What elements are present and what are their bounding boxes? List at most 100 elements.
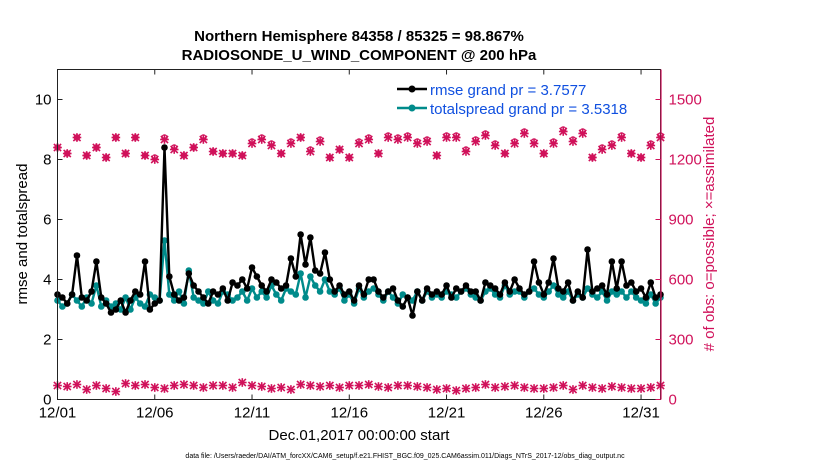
rmse-point [540,291,548,298]
rmse-point [321,249,329,256]
obs-assimilated-marker [374,382,383,391]
obs-assimilated-marker [101,153,111,162]
rmse-point [525,288,533,295]
obs-assimilated-marker [520,383,529,392]
rmse-point [97,294,105,301]
totalspread-point [209,297,217,304]
rmse-point [491,285,499,292]
totalspread-point [302,294,309,301]
x-tick-label: 12/06 [136,405,174,422]
obs-assimilated-marker [179,151,189,160]
rmse-point [623,282,630,289]
obs-assimilated-marker [539,384,549,393]
obs-assimilated-marker [354,381,364,390]
rmse-point [102,300,110,307]
rmse-point [156,297,163,304]
rmse-point [496,291,504,298]
totalspread-point [559,294,567,301]
obs-assimilated-marker [286,139,296,148]
obs-assimilated-marker [520,129,529,138]
rmse-point [467,288,475,295]
obs-assimilated-marker [101,384,111,393]
obs-assimilated-marker [500,382,510,391]
rmse-point [63,300,71,307]
y-tick-label: 10 [35,92,52,109]
totalspread-point [248,285,256,292]
obs-assimilated-marker [344,381,354,390]
rmse-point [569,297,577,304]
obs-assimilated-marker [393,135,403,144]
rmse-point [545,279,552,286]
rmse-point [516,285,523,292]
totalspread-point [530,285,538,292]
obs-assimilated-marker [354,139,364,148]
y2-tick-label: 900 [669,212,694,229]
rmse-point [399,303,407,310]
totalspread-point [166,291,173,298]
obs-assimilated-marker [208,147,218,156]
obs-assimilated-marker [111,387,121,396]
rmse-point [59,294,66,301]
obs-assimilated-marker [364,135,374,144]
obs-assimilated-marker [403,381,412,390]
obs-assimilated-marker [179,380,189,389]
totalspread-point [253,294,261,301]
totalspread-point [97,303,105,310]
y-tick-label: 6 [43,212,51,229]
obs-assimilated-marker [646,383,656,392]
rmse-point [180,294,188,301]
rmse-point [93,258,100,265]
obs-assimilated-marker [189,381,198,390]
rmse-point [433,288,441,295]
x-tick-label: 12/31 [622,405,660,422]
totalspread-point [73,297,81,304]
totalspread-point [608,288,616,295]
totalspread-point [195,297,202,304]
legend-spread-marker [408,104,416,112]
totalspread-point [78,303,86,310]
obs-assimilated-marker [529,139,539,148]
footnote: data file: /Users/raeder/DAI/ATM_forcXX/… [185,453,625,460]
totalspread-point [234,294,241,301]
obs-assimilated-marker [617,383,626,392]
obs-assimilated-marker [490,383,500,392]
rmse-point [243,285,251,292]
y2-tick-label: 0 [669,392,677,409]
rmse-point [253,273,261,280]
rmse-point [107,309,115,316]
obs-assimilated-marker [247,139,257,148]
totalspread-point [141,303,149,310]
obs-assimilated-marker [597,384,607,393]
totalspread-point [238,288,246,295]
rmse-point [204,300,212,307]
rmse-point [389,285,397,292]
rmse-point [214,291,222,298]
rmse-point [311,267,319,274]
totalspread-point [341,297,348,304]
totalspread-point [535,291,543,298]
rmse-point [141,258,149,265]
obs-assimilated-marker [62,382,72,391]
totalspread-point [321,276,329,283]
rmse-point [185,270,193,277]
obs-assimilated-marker [413,382,422,391]
obs-assimilated-marker [296,133,305,142]
obs-assimilated-marker [315,382,325,391]
rmse-point [365,276,373,283]
obs-assimilated-marker [413,139,422,148]
obs-assimilated-marker [315,137,325,146]
obs-assimilated-marker [627,384,636,393]
obs-assimilated-marker [199,383,208,392]
rmse-point [632,288,640,295]
obs-assimilated-marker [568,385,578,394]
rmse-point [117,297,125,304]
rmse-point [443,282,450,289]
obs-assimilated-marker [247,381,257,390]
obs-assimilated-marker [578,381,588,390]
rmse-point [564,279,572,286]
totalspread-point [127,306,134,313]
rmse-point [68,291,76,298]
rmse-point [341,291,348,298]
rmse-point [136,291,144,298]
rmse-point [380,294,387,301]
